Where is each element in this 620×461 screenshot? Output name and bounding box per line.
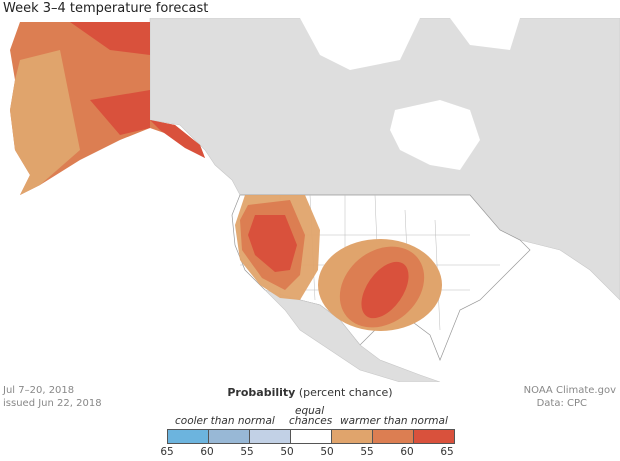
legend-swatch-warm-55	[332, 430, 373, 443]
mexico	[263, 289, 441, 382]
legend-swatch-cool-65	[168, 430, 209, 443]
legend-tick: 65	[440, 446, 454, 458]
legend-heading: Probability (percent chance)	[0, 386, 620, 399]
legend-swatch-equal	[291, 430, 332, 443]
data-source: Data: CPC	[536, 398, 587, 409]
legend-tick: 60	[400, 446, 414, 458]
forecast-period: Jul 7–20, 2018	[3, 385, 75, 396]
legend-tick: 60	[200, 446, 214, 458]
legend-colorbar	[167, 429, 455, 444]
legend-tick: 65	[160, 446, 174, 458]
legend-swatch-warm-65	[414, 430, 454, 443]
legend-tick: 55	[240, 446, 254, 458]
warm-anomaly-south	[318, 239, 442, 331]
legend-swatch-cool-60	[209, 430, 250, 443]
legend-equal-label-1: equal	[295, 405, 325, 417]
map-title: Week 3–4 temperature forecast	[3, 1, 209, 16]
legend-swatch-warm-60	[373, 430, 414, 443]
legend-warmer-label: warmer than normal	[340, 415, 448, 427]
issued-date: issued Jun 22, 2018	[3, 398, 102, 409]
legend-tick: 50	[280, 446, 294, 458]
legend-equal-label-2: chances	[289, 415, 333, 427]
legend-swatch-cool-55	[250, 430, 291, 443]
credit: NOAA Climate.gov	[523, 385, 616, 396]
hudson-bay	[390, 100, 480, 170]
legend-heading-rest: (percent chance)	[298, 386, 393, 399]
forecast-map	[0, 18, 620, 382]
legend-cooler-label: cooler than normal	[175, 415, 275, 427]
warm-anomaly-west	[235, 195, 320, 300]
legend-tick: 55	[360, 446, 374, 458]
legend-tick: 50	[320, 446, 334, 458]
arctic-water	[300, 18, 520, 70]
legend-heading-bold: Probability	[227, 386, 296, 399]
